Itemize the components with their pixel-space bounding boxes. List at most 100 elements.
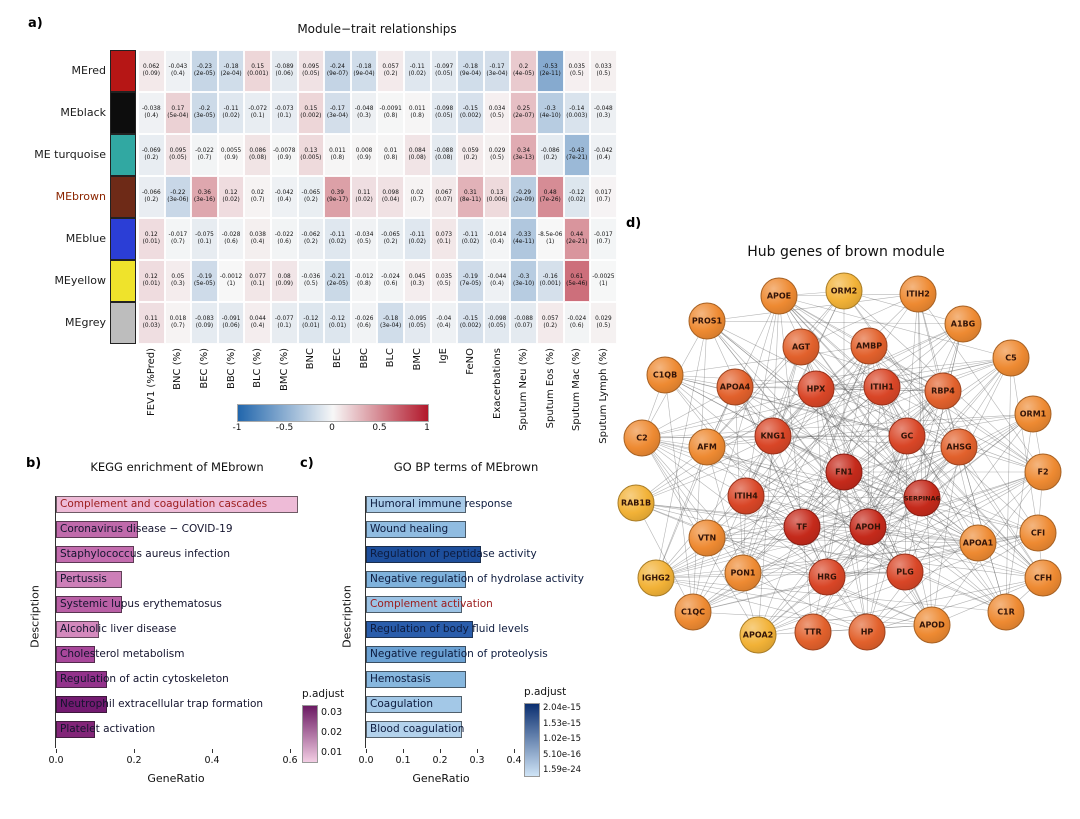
gene-node-label: KNG1 bbox=[760, 432, 785, 441]
gene-node-label: IGHG2 bbox=[642, 574, 670, 583]
cell-pvalue: (1) bbox=[226, 281, 236, 287]
gene-node-label: HRG bbox=[817, 573, 836, 582]
heatmap-cell: 0.095 (0.05) bbox=[164, 134, 192, 176]
network-edge bbox=[706, 320, 869, 528]
gene-node-label: C2 bbox=[636, 434, 647, 443]
network-edge bbox=[958, 446, 1044, 579]
cell-pvalue: (3e-13) bbox=[512, 155, 535, 161]
cell-correlation: -0.18 bbox=[356, 64, 372, 71]
network-edge bbox=[1005, 413, 1034, 613]
cell-correlation: -0.0091 bbox=[379, 106, 402, 113]
cell-pvalue: (0.08) bbox=[435, 155, 453, 161]
bar-label: Regulation of peptidase activity bbox=[370, 548, 537, 560]
cell-correlation: -0.075 bbox=[195, 232, 214, 239]
gene-node bbox=[674, 593, 712, 631]
cell-pvalue: (2e-11) bbox=[539, 71, 561, 77]
cell-correlation: -0.18 bbox=[383, 316, 399, 323]
gene-node-label: GC bbox=[901, 432, 914, 441]
gene-node bbox=[739, 616, 777, 654]
network-edge bbox=[881, 357, 1012, 388]
heatmap-cell: 0.086 (0.08) bbox=[244, 134, 271, 176]
network-edge bbox=[745, 390, 944, 497]
gene-node-label: APOE bbox=[767, 292, 791, 301]
cell-correlation: 0.059 bbox=[462, 148, 479, 155]
heatmap-cell: -0.088 (0.07) bbox=[510, 302, 537, 344]
heatmap-cell: -0.16 (0.001) bbox=[536, 260, 564, 302]
kegg-y-axis-line bbox=[55, 496, 56, 748]
bar bbox=[366, 596, 463, 613]
cell-correlation: -0.16 bbox=[542, 274, 558, 281]
network-edge bbox=[635, 502, 828, 578]
heatmap-cell: 0.098 (0.04) bbox=[377, 176, 404, 218]
kegg-bars: Complement and coagulation cascades Coron… bbox=[56, 496, 356, 748]
cell-pvalue: (0.5) bbox=[490, 155, 504, 161]
heatmap-cell: -0.2 (3e-05) bbox=[191, 92, 218, 134]
gobp-legend-gradient bbox=[524, 703, 540, 777]
cell-correlation: 0.045 bbox=[408, 274, 426, 281]
heatmap-cell: -0.036 (0.5) bbox=[297, 260, 325, 302]
network-edge bbox=[742, 346, 802, 574]
cell-pvalue: (0.2) bbox=[463, 155, 478, 161]
cell-correlation: 0.12 bbox=[144, 274, 158, 281]
cell-pvalue: (0.4) bbox=[596, 155, 611, 161]
heatmap-cell: -0.017 (0.7) bbox=[590, 218, 617, 260]
network-edge bbox=[706, 386, 883, 448]
cell-correlation: -0.024 bbox=[381, 274, 400, 281]
gene-node bbox=[637, 559, 675, 597]
cell-pvalue: (4e-11) bbox=[512, 239, 535, 245]
bar-label: Systemic lupus erythematosus bbox=[60, 598, 222, 610]
module-color-swatch bbox=[110, 260, 136, 302]
gobp-legend-title: p.adjust bbox=[524, 686, 567, 698]
heatmap-cell: 0.067 (0.07) bbox=[430, 176, 458, 218]
cell-correlation: -0.12 bbox=[303, 316, 319, 323]
network-edge bbox=[745, 295, 780, 497]
cell-pvalue: (2e-09) bbox=[512, 197, 535, 203]
cell-correlation: 0.0055 bbox=[220, 148, 242, 155]
heatmap-cell: 0.15 (0.001) bbox=[244, 50, 271, 92]
heatmap-cell: -0.044 (0.4) bbox=[483, 260, 511, 302]
network-edge bbox=[772, 435, 960, 448]
heatmap-cell: -0.22 (3e-06) bbox=[164, 176, 192, 218]
heatmap-row: MEgrey 0.11 (0.03) 0.018 (0.7) -0.083 (0.09) -0… bbox=[28, 302, 617, 344]
cell-correlation: -0.089 bbox=[274, 64, 294, 71]
x-tick-mark bbox=[289, 749, 291, 753]
cell-correlation: -0.034 bbox=[354, 232, 374, 239]
heatmap-cell: -0.024 (0.6) bbox=[377, 260, 404, 302]
bar bbox=[56, 571, 123, 588]
bar-label: Alcoholic liver disease bbox=[60, 623, 177, 635]
x-tick-mark bbox=[476, 749, 478, 753]
heatmap-title: Module−trait relationships bbox=[297, 22, 457, 36]
kegg-y-axis-label: Description bbox=[28, 585, 42, 648]
cell-pvalue: (0.8) bbox=[383, 155, 398, 161]
cell-pvalue: (0.01) bbox=[142, 281, 161, 287]
cell-correlation: -0.24 bbox=[329, 64, 345, 71]
network-edge bbox=[757, 413, 1034, 636]
x-tick-label: 0.6 bbox=[282, 755, 298, 766]
bar bbox=[56, 521, 138, 538]
heatmap-cell: 0.017 (0.7) bbox=[590, 176, 617, 218]
network-edge bbox=[757, 471, 1044, 636]
bar-label: Hemostasis bbox=[370, 673, 431, 685]
heatmap-cell: -0.24 (9e-07) bbox=[324, 50, 351, 92]
heatmap-cell: 0.033 (0.5) bbox=[590, 50, 617, 92]
network-edge bbox=[815, 388, 868, 633]
heatmap-cell: -0.18 (9e-04) bbox=[457, 50, 484, 92]
network-edge bbox=[826, 471, 1044, 578]
heatmap-cell: -0.14 (0.003) bbox=[563, 92, 591, 134]
network-edge bbox=[742, 471, 1044, 574]
cell-pvalue: (0.002) bbox=[459, 113, 481, 119]
network-edge bbox=[881, 386, 979, 544]
gene-node bbox=[688, 302, 726, 340]
heatmap-cell: 0.084 (0.08) bbox=[403, 134, 431, 176]
cell-pvalue: (0.1) bbox=[277, 113, 292, 119]
gene-node-label: F2 bbox=[1037, 468, 1048, 477]
network-edge bbox=[867, 526, 979, 544]
gene-node bbox=[688, 428, 726, 466]
heatmap-cell: -0.33 (4e-11) bbox=[510, 218, 537, 260]
gobp-y-axis-line bbox=[365, 496, 366, 748]
panel-a-module-trait-heatmap: a) Module−trait relationships MEred 0.062… bbox=[22, 12, 622, 450]
cell-correlation: -0.0078 bbox=[273, 148, 296, 155]
cell-correlation: 0.12 bbox=[144, 232, 158, 239]
cell-correlation: 0.34 bbox=[517, 148, 531, 155]
